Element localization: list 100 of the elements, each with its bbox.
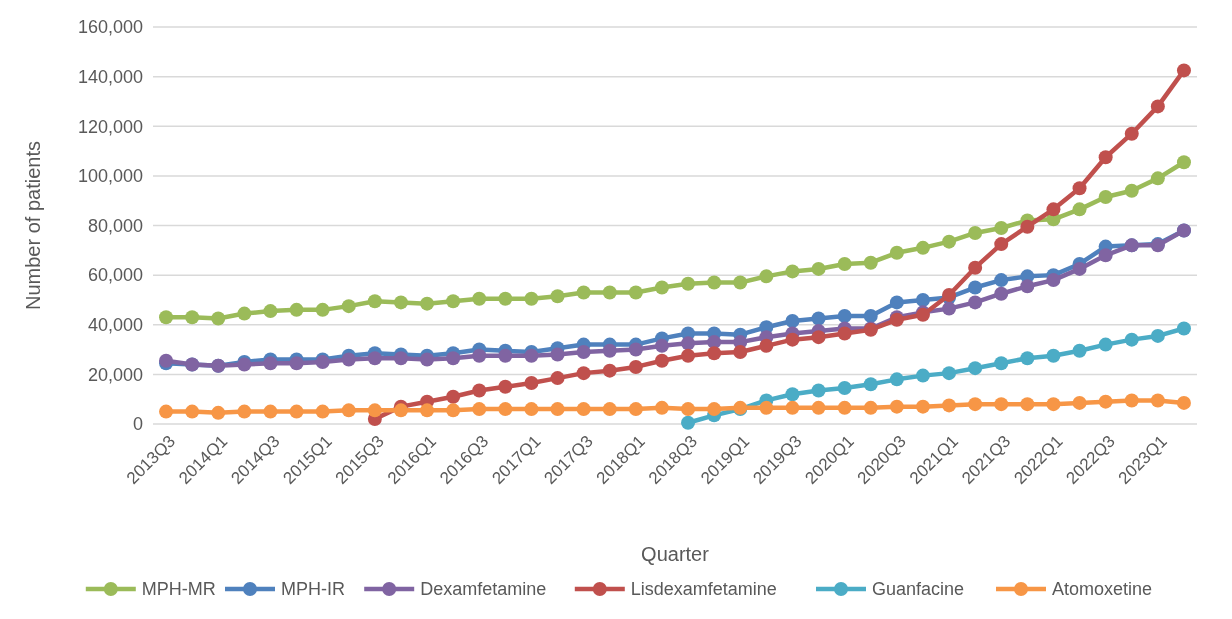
point — [654, 338, 669, 353]
point — [524, 376, 539, 391]
y-tick-label: 0 — [132, 414, 143, 435]
point — [1150, 171, 1165, 186]
y-axis-title: Number of patients — [22, 141, 44, 310]
point — [341, 299, 356, 314]
point — [1072, 343, 1087, 358]
legend-label: Guanfacine — [872, 579, 965, 600]
point — [1124, 183, 1139, 198]
point — [968, 260, 983, 275]
point — [341, 352, 356, 367]
legend-label: Lisdexamfetamine — [630, 579, 777, 600]
point — [550, 402, 565, 417]
legend-label: MPH-MR — [141, 579, 216, 600]
point — [420, 352, 435, 367]
point — [681, 336, 696, 351]
point — [628, 285, 643, 300]
y-tick-label: 80,000 — [87, 215, 143, 236]
point — [550, 347, 565, 362]
point — [367, 294, 382, 309]
point — [576, 366, 591, 381]
point — [811, 311, 826, 326]
point — [681, 415, 696, 430]
point — [628, 402, 643, 417]
y-tick-label: 40,000 — [87, 315, 143, 336]
point — [1072, 261, 1087, 276]
point — [1098, 337, 1113, 352]
point — [393, 351, 408, 366]
point — [498, 402, 513, 417]
point — [1046, 202, 1061, 217]
point — [289, 356, 304, 371]
point — [1046, 397, 1061, 412]
point — [942, 366, 957, 381]
point — [942, 234, 957, 249]
point — [498, 348, 513, 363]
point — [681, 402, 696, 417]
point — [237, 306, 252, 321]
point — [263, 356, 278, 371]
point — [968, 225, 983, 240]
point — [1150, 393, 1165, 408]
point — [994, 397, 1009, 412]
point — [889, 245, 904, 260]
point — [733, 345, 748, 360]
point — [811, 261, 826, 276]
point — [446, 351, 461, 366]
point — [393, 295, 408, 310]
point — [681, 348, 696, 363]
point — [420, 296, 435, 311]
point — [785, 314, 800, 329]
point — [785, 400, 800, 415]
point — [759, 400, 774, 415]
y-tick-label: 140,000 — [77, 66, 143, 87]
point — [1176, 155, 1191, 170]
point — [576, 285, 591, 300]
point — [237, 404, 252, 419]
point — [1020, 351, 1035, 366]
point — [889, 295, 904, 310]
point — [1072, 181, 1087, 196]
point — [367, 351, 382, 366]
point — [1098, 189, 1113, 204]
point — [185, 310, 200, 325]
point — [1072, 395, 1087, 410]
point — [915, 399, 930, 414]
point — [889, 399, 904, 414]
point — [759, 269, 774, 284]
legend-label: MPH-IR — [281, 579, 345, 600]
point — [289, 404, 304, 419]
point — [1020, 279, 1035, 294]
point — [211, 311, 226, 326]
point — [602, 343, 617, 358]
point — [915, 240, 930, 255]
point — [654, 353, 669, 368]
point — [159, 310, 174, 325]
point — [837, 381, 852, 396]
point — [472, 383, 487, 398]
point — [837, 309, 852, 324]
point — [1020, 397, 1035, 412]
point — [289, 302, 304, 317]
point — [628, 342, 643, 357]
point — [707, 402, 722, 417]
point — [811, 383, 826, 398]
point — [837, 400, 852, 415]
point — [994, 273, 1009, 288]
point — [811, 330, 826, 345]
point — [315, 302, 330, 317]
point — [185, 404, 200, 419]
y-tick-label: 20,000 — [87, 364, 143, 385]
point — [472, 348, 487, 363]
point — [1176, 63, 1191, 78]
point — [628, 359, 643, 374]
point — [1176, 321, 1191, 336]
point — [1150, 99, 1165, 114]
point — [263, 304, 278, 319]
point — [707, 346, 722, 361]
y-tick-label: 100,000 — [77, 166, 143, 187]
point — [785, 387, 800, 402]
legend-label: Dexamfetamine — [420, 579, 547, 600]
point — [420, 403, 435, 418]
point — [1098, 248, 1113, 263]
point — [1176, 395, 1191, 410]
